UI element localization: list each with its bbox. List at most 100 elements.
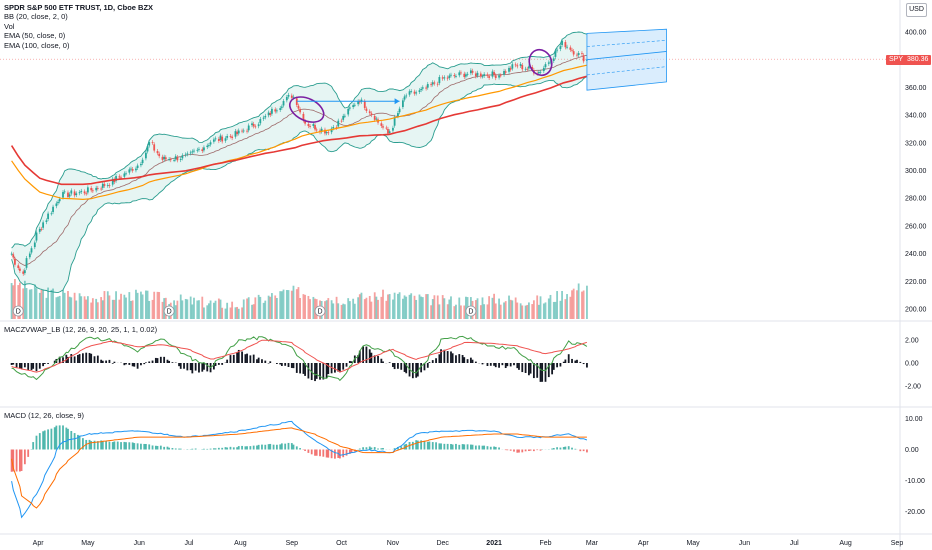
vwap-histogram-bar [284,363,287,366]
candle-body [466,73,469,75]
vwap-histogram-bar [315,363,318,379]
candle-body [476,72,479,76]
volume-bar [176,300,179,319]
macd-histogram-bar [237,446,240,450]
macdvwap-pane-label[interactable]: MACZVWAP_LB (12, 26, 9, 20, 25, 1, 1, 0.… [4,325,158,334]
volume-bar [566,294,568,319]
candle-body [135,168,137,171]
macd-histogram-bar [524,449,527,452]
candle-body [262,117,265,119]
annotation-ellipse [528,48,553,77]
candle-body [392,127,394,131]
volume-bar [455,304,457,319]
legend-ema50[interactable]: EMA (50, close, 0) [4,31,66,41]
volume-bar [123,294,126,319]
vwap-histogram-bar [32,363,35,369]
candle-body [483,74,486,76]
macd-histogram-bar [382,447,384,450]
candle-body [206,145,209,148]
volume-bar [360,292,363,319]
volume-bar [528,302,530,319]
macd-histogram-bar [90,441,93,450]
vwap-histogram-bar [108,359,111,363]
macd-histogram-bar [279,444,282,450]
macd-histogram-bar [556,447,559,450]
vwap-histogram-bar [506,363,509,367]
volume-bar [420,296,423,319]
macd-histogram-bar [345,449,348,456]
volume-bar [100,297,103,319]
macd-histogram-bar [178,448,180,450]
vwap-histogram-bar [257,357,260,363]
candle-body [106,185,109,186]
volume-bar [83,296,86,319]
volume-bar [536,295,539,319]
currency-label[interactable]: USD [906,3,927,17]
legend-vol[interactable]: Vol [4,21,15,31]
volume-bar [274,295,277,319]
volume-bar [299,298,302,319]
volume-bar [28,289,31,319]
volume-bar [493,293,495,319]
volume-bar [343,304,346,319]
volume-bar [85,299,88,319]
macd-histogram-bar [136,443,139,450]
vwap-histogram-bar [178,363,180,367]
vwap-histogram-bar [431,360,434,363]
symbol-title[interactable]: SPDR S&P 500 ETF TRUST, 1D, Cboe BZX [4,3,154,12]
candle-body [22,271,25,274]
candle-body [123,173,126,177]
volume-bar [304,294,306,319]
vwap-histogram-bar [145,362,147,363]
volume-bar [556,291,559,319]
candle-body [408,91,411,95]
macd-histogram-bar [469,444,472,450]
volume-bar [479,305,482,319]
candle-body [559,46,562,50]
macd-histogram-bar [224,447,227,450]
candle-body [67,192,69,197]
vwap-histogram-bar [458,354,461,363]
candle-body [398,108,401,113]
vwap-histogram-bar [77,354,79,363]
macd-histogram-bar [221,447,224,450]
vwap-histogram-bar [428,362,431,363]
macd-pane-label[interactable]: MACD (12, 26, close, 9) [4,411,85,420]
candle-body [173,160,175,161]
projection-channel [586,28,667,91]
volume-bar [128,292,131,319]
vwap-histogram-bar [319,363,321,380]
vwap-histogram-bar [252,354,255,363]
macd-histogram-bar [128,442,131,450]
volume-bar [388,294,391,319]
vwap-histogram-bar [18,363,21,369]
candle-body [254,126,257,128]
candle-body [458,72,461,76]
macd-histogram-bar [168,447,171,450]
volume-bar [91,298,94,319]
legend-bb[interactable]: BB (20, close, 2, 0) [4,12,68,22]
volume-bar [68,296,71,319]
legend-ema100[interactable]: EMA (100, close, 0) [4,40,70,50]
candle-body [549,61,552,63]
price-tick-label: 340.00 [905,113,927,120]
vwap-histogram-bar [501,363,504,366]
macd-histogram-bar [209,448,212,450]
candle-body [436,83,439,85]
macd-histogram-bar [493,446,495,450]
volume-bar [559,300,562,319]
vwap-histogram-bar [264,360,267,363]
volume-bar [75,300,78,319]
vwap-histogram-bar [579,361,582,363]
vwap-histogram-bar [156,358,159,363]
macd-histogram-bar [35,435,38,450]
signal-line [11,427,587,509]
vwap-histogram-bar [229,355,232,363]
vwap-histogram-bar [299,363,302,374]
candle-body [78,192,81,194]
macd-histogram-bar [232,447,235,450]
macd-histogram-bar [264,444,267,450]
volume-bar [219,299,222,319]
vwap-histogram-bar [455,355,457,363]
